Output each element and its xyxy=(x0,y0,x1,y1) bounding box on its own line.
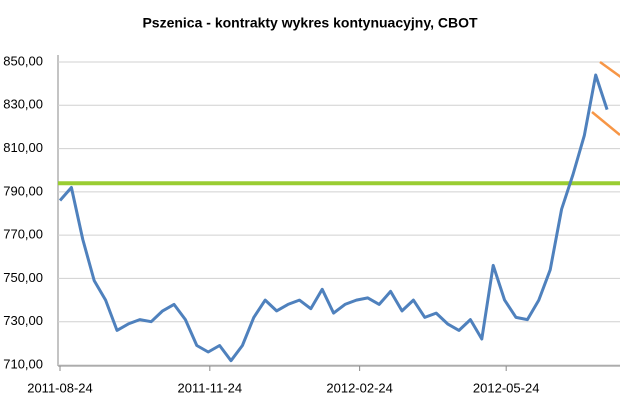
x-tick-label: 2011-11-24 xyxy=(178,380,243,395)
y-tick-label: 790,00 xyxy=(3,183,43,198)
y-tick-label: 730,00 xyxy=(3,313,43,328)
y-tick-label: 830,00 xyxy=(3,97,43,112)
chart-title: Pszenica - kontrakty wykres kontynuacyjn… xyxy=(142,15,478,31)
y-tick-label: 750,00 xyxy=(3,270,43,285)
y-tick-label: 850,00 xyxy=(3,53,43,68)
x-tick-label: 2012-05-24 xyxy=(473,380,540,395)
x-tick-label: 2011-08-24 xyxy=(27,380,93,395)
y-tick-label: 770,00 xyxy=(3,227,43,242)
y-tick-label: 710,00 xyxy=(3,356,43,371)
plot-area xyxy=(58,73,620,363)
y-tick-label: 810,00 xyxy=(3,140,43,155)
x-tick-label: 2012-02-24 xyxy=(326,380,393,395)
line-series xyxy=(58,73,609,363)
trend-line xyxy=(591,111,620,136)
trend-line xyxy=(599,60,620,78)
